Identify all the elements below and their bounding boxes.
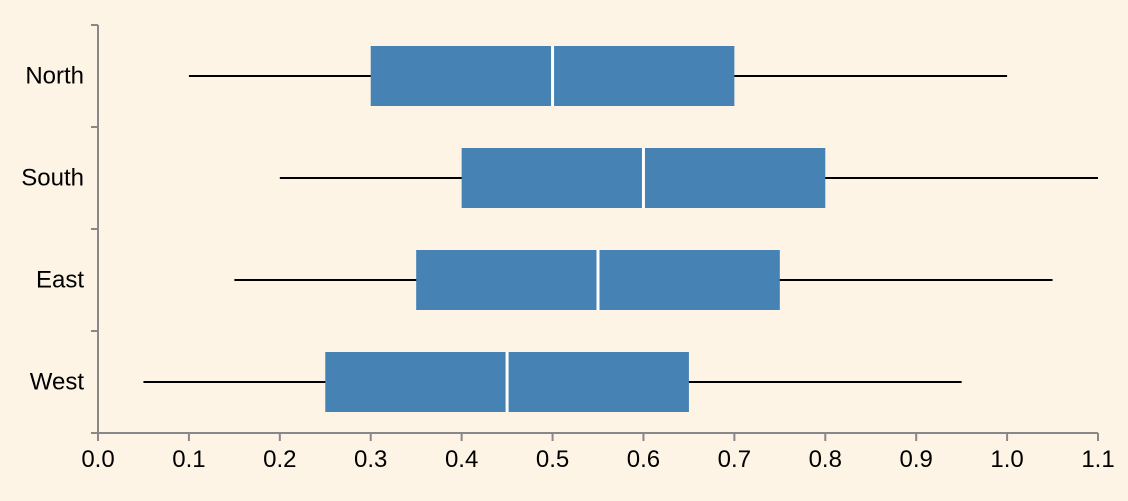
x-tick-label: 0.2: [263, 446, 296, 473]
y-axis: North South East West: [21, 24, 99, 434]
x-tick-label: 0.4: [445, 446, 478, 473]
y-tick-label-north: North: [25, 63, 84, 90]
x-tick-label: 1.0: [990, 446, 1023, 473]
x-tick-label: 0.6: [627, 446, 660, 473]
y-tick-label-south: South: [21, 165, 84, 192]
x-tick-label: 0.3: [354, 446, 387, 473]
x-tick-label: 0.8: [809, 446, 842, 473]
x-tick-label: 0.9: [899, 446, 932, 473]
x-axis: 0.0 0.1 0.2 0.3 0.4 0.5 0.6 0.7 0.8 0.9 1.0 1.1: [81, 432, 1115, 473]
x-tick-label: 0.0: [81, 446, 114, 473]
x-tick-label: 0.1: [172, 446, 205, 473]
x-tick-label: 0.5: [536, 446, 569, 473]
medians-layer: [505, 46, 645, 412]
x-tick-label: 0.7: [718, 446, 751, 473]
boxes-layer: [325, 46, 826, 412]
y-tick-label-west: West: [30, 369, 85, 396]
y-tick-label-east: East: [36, 267, 84, 294]
whiskers-layer: [143, 75, 1098, 383]
x-tick-label: 1.1: [1081, 446, 1114, 473]
